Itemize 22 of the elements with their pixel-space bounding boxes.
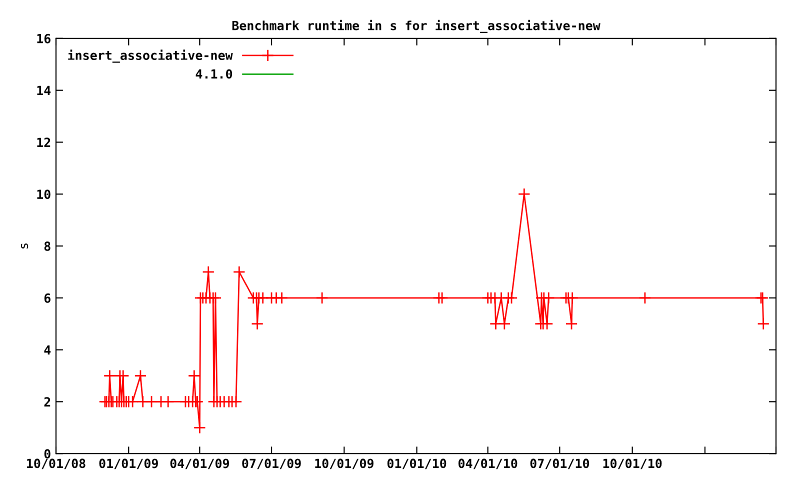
x-tick-label: 10/01/09: [315, 458, 374, 470]
chart-title: Benchmark runtime in s for insert_associative-new: [232, 20, 600, 34]
y-tick-label: 10: [37, 190, 50, 200]
y-tick-label: 8: [44, 241, 50, 251]
y-tick-label: 2: [44, 397, 50, 406]
legend-label: 4.1.0: [196, 69, 232, 79]
y-tick-label: 16: [37, 34, 50, 44]
y-tick-label: 12: [37, 138, 50, 147]
x-tick-label: 10/01/08: [27, 458, 86, 470]
x-tick-label: 07/01/10: [530, 458, 590, 470]
y-tick-label: 4: [44, 345, 51, 355]
x-tick-label: 07/01/09: [242, 458, 301, 470]
x-tick-label: 04/01/10: [458, 458, 518, 470]
y-tick-label: 14: [37, 86, 51, 96]
x-tick-label: 01/01/09: [99, 458, 158, 470]
x-tick-label: 10/01/10: [603, 458, 662, 470]
y-axis-title: s: [20, 243, 28, 248]
legend-label: insert_associative-new: [68, 50, 233, 63]
x-tick-label: 01/01/10: [387, 458, 446, 470]
y-tick-label: 6: [44, 293, 50, 303]
y-tick-label: 0: [44, 449, 50, 459]
x-tick-label: 04/01/09: [170, 458, 229, 470]
